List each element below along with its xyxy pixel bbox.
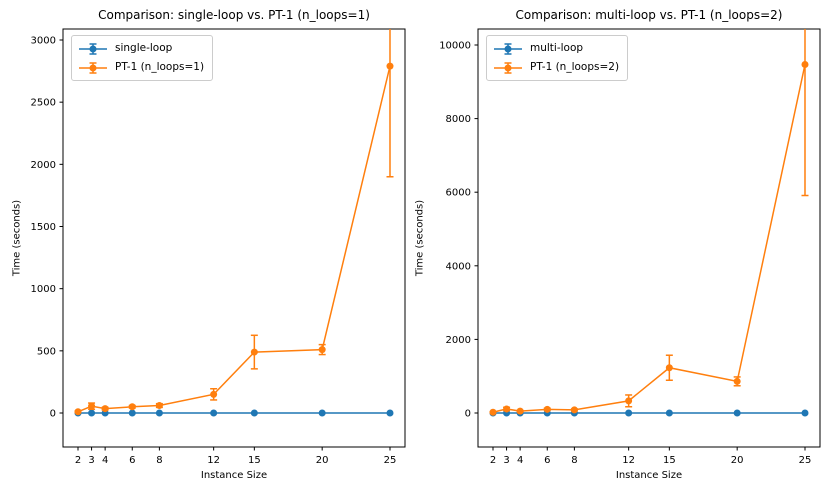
svg-text:1000: 1000: [31, 284, 56, 295]
svg-text:20: 20: [316, 455, 329, 466]
right-legend: multi-loop PT-1 (n_loops=2): [486, 35, 629, 81]
errorbar-marker-icon: [79, 61, 107, 74]
svg-text:4: 4: [102, 455, 108, 466]
left-legend: single-loop PT-1 (n_loops=1): [71, 35, 214, 81]
svg-text:8: 8: [156, 455, 162, 466]
svg-text:2: 2: [490, 455, 496, 466]
svg-text:8: 8: [571, 455, 577, 466]
svg-text:3: 3: [88, 455, 94, 466]
svg-text:6: 6: [129, 455, 135, 466]
svg-text:1500: 1500: [31, 222, 56, 233]
legend-label: multi-loop: [530, 42, 584, 54]
svg-text:0: 0: [465, 409, 471, 420]
right-x-axis-label: Instance Size: [615, 470, 683, 481]
svg-text:20: 20: [731, 455, 744, 466]
errorbar-marker-icon: [494, 42, 522, 55]
svg-text:6: 6: [544, 455, 550, 466]
left-x-axis-label: Instance Size: [200, 470, 268, 481]
svg-text:12: 12: [207, 455, 220, 466]
svg-text:2000: 2000: [446, 335, 471, 346]
svg-text:6000: 6000: [446, 188, 471, 199]
svg-text:2500: 2500: [31, 98, 56, 109]
legend-label: PT-1 (n_loops=2): [530, 61, 620, 73]
left-chart-title: Comparison: single-loop vs. PT-1 (n_loop…: [98, 8, 370, 22]
legend-item: PT-1 (n_loops=1): [78, 58, 204, 77]
right-y-axis-label: Time (seconds): [414, 199, 426, 277]
errorbar-marker-icon: [494, 61, 522, 74]
legend-item: multi-loop: [493, 39, 619, 58]
left-y-axis-label: Time (seconds): [11, 199, 23, 277]
svg-text:2: 2: [75, 455, 81, 466]
svg-text:500: 500: [37, 346, 56, 357]
svg-text:3: 3: [503, 455, 509, 466]
legend-label: PT-1 (n_loops=1): [115, 61, 205, 73]
legend-label: single-loop: [115, 42, 173, 54]
svg-text:0: 0: [50, 409, 56, 420]
svg-text:4: 4: [517, 455, 523, 466]
right-chart-title: Comparison: multi-loop vs. PT-1 (n_loops…: [515, 8, 783, 22]
svg-text:10000: 10000: [439, 41, 471, 52]
svg-text:15: 15: [248, 455, 261, 466]
svg-text:4000: 4000: [446, 261, 471, 272]
svg-text:8000: 8000: [446, 114, 471, 125]
svg-text:25: 25: [799, 455, 812, 466]
svg-text:3000: 3000: [31, 36, 56, 47]
svg-text:15: 15: [663, 455, 676, 466]
svg-text:12: 12: [622, 455, 635, 466]
svg-text:25: 25: [384, 455, 397, 466]
legend-item: single-loop: [78, 39, 204, 58]
legend-item: PT-1 (n_loops=2): [493, 58, 619, 77]
errorbar-marker-icon: [79, 42, 107, 55]
svg-text:2000: 2000: [31, 160, 56, 171]
